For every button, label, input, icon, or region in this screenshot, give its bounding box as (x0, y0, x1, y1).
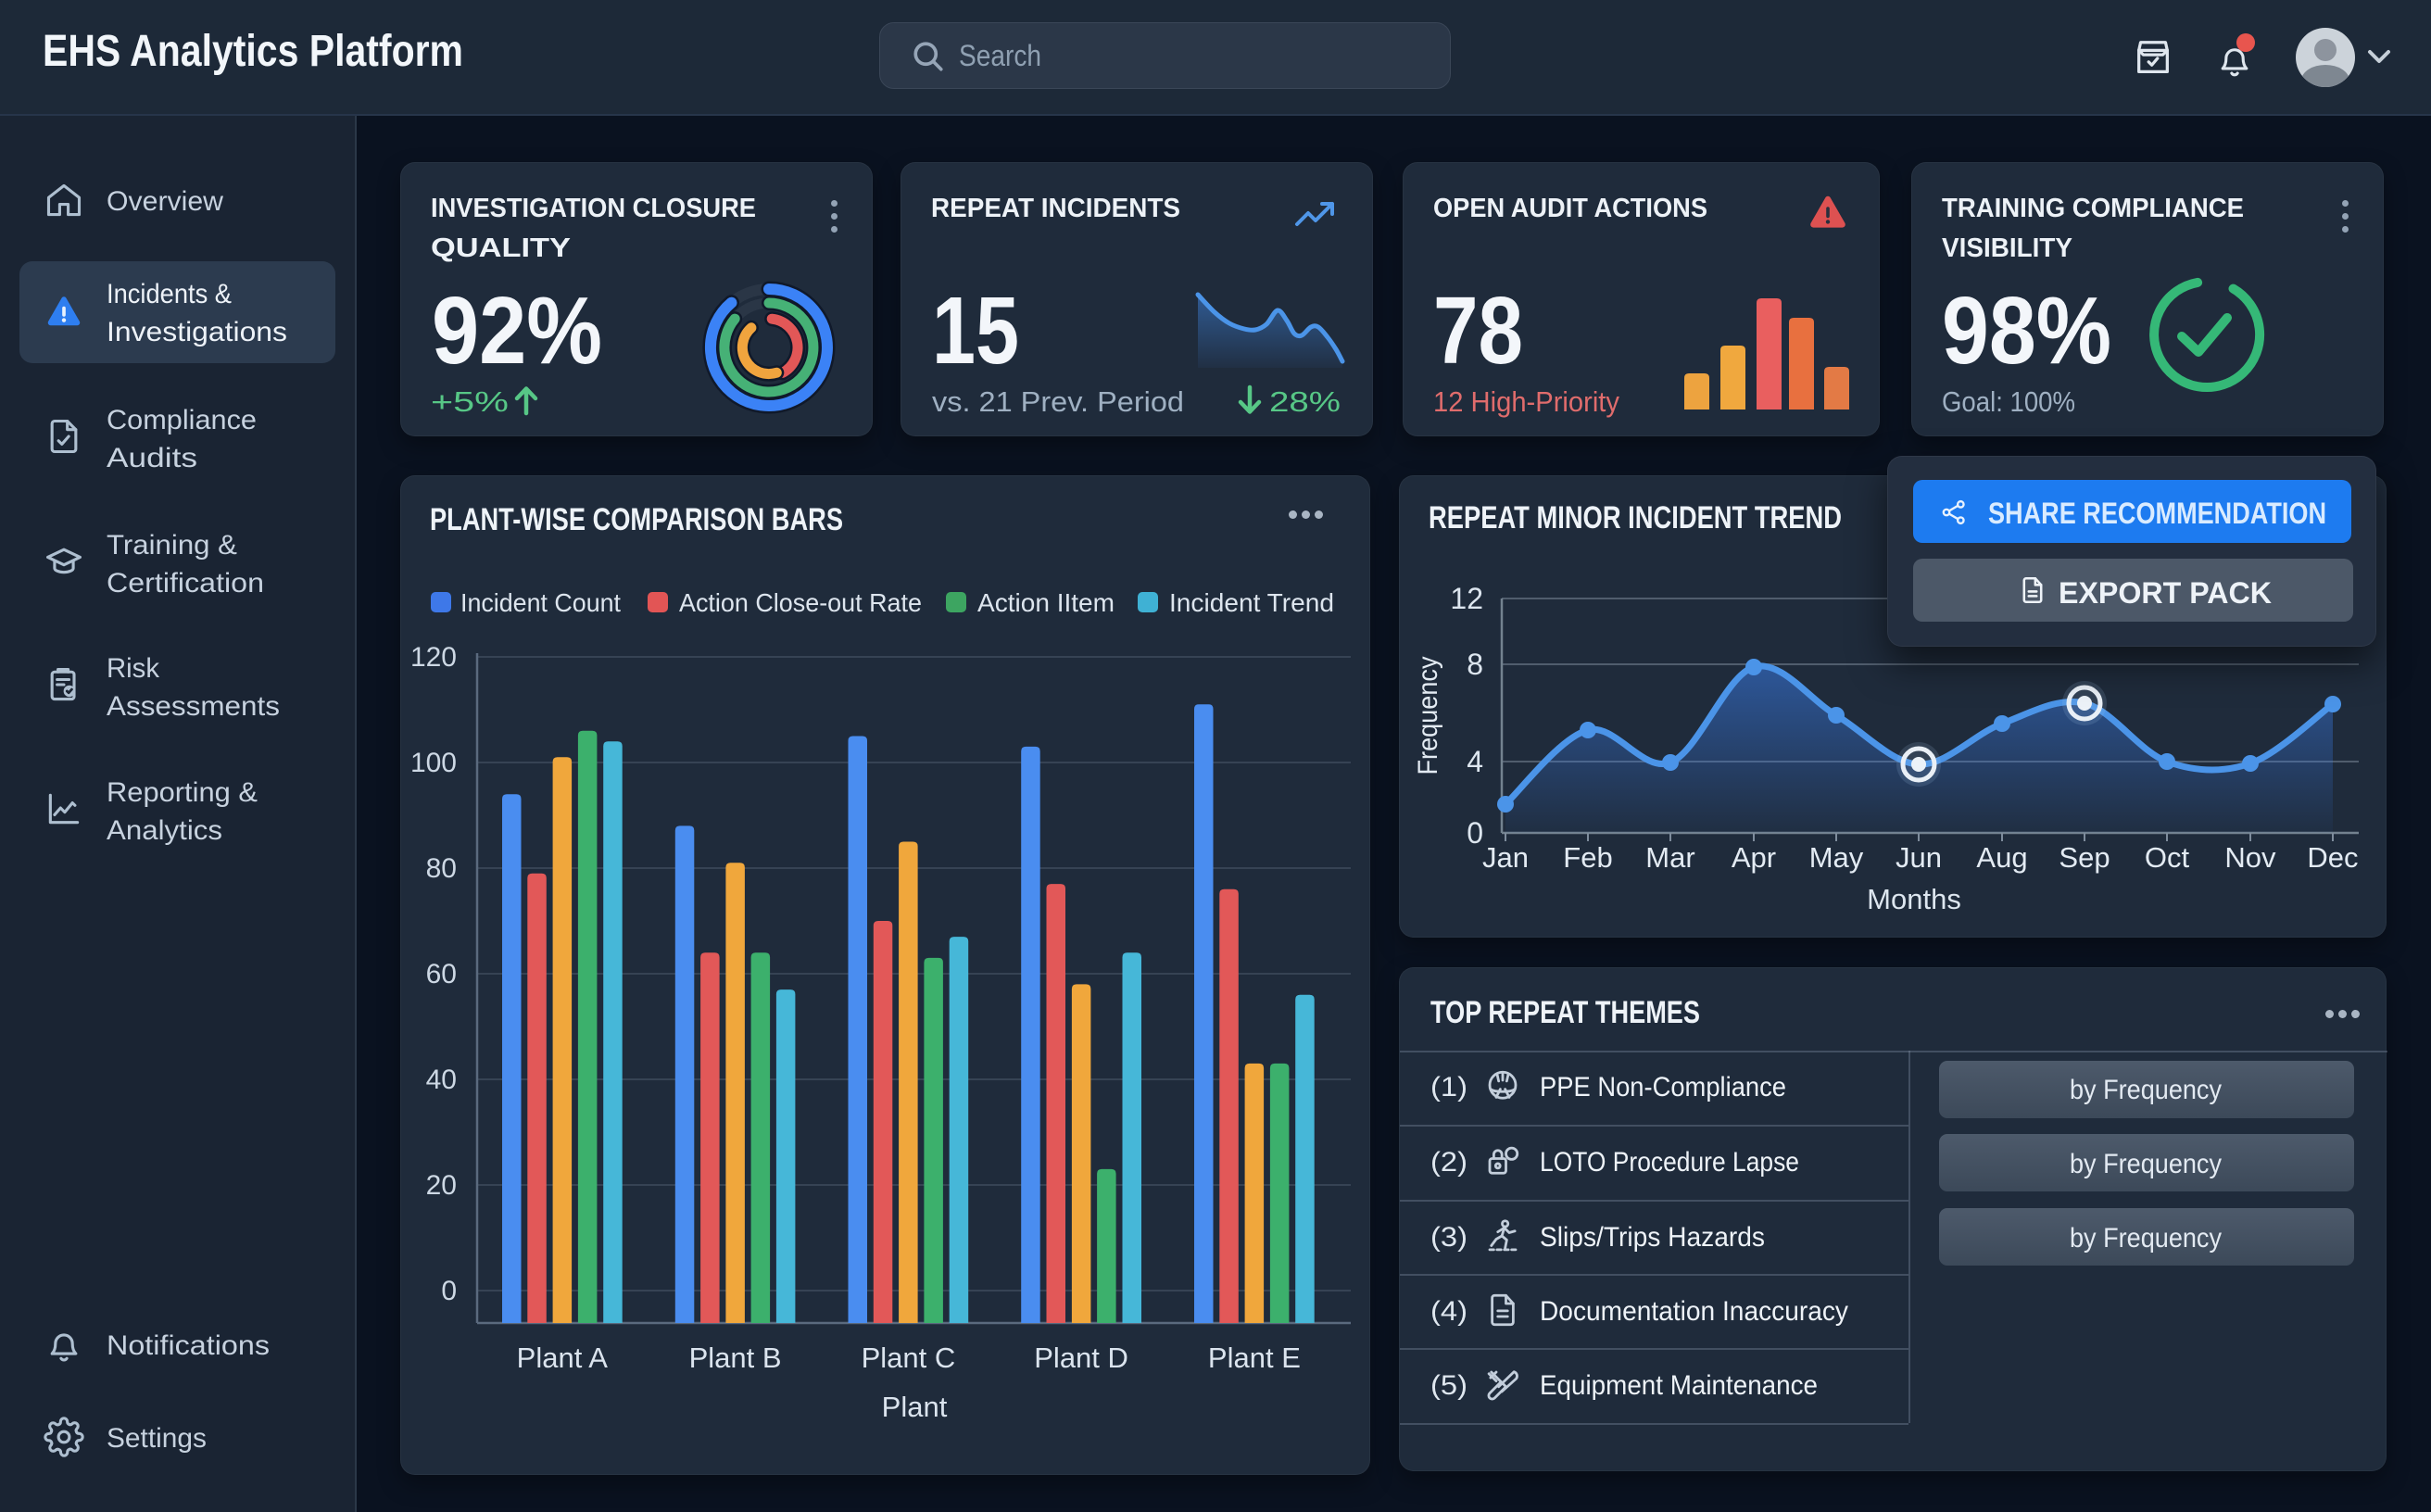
svg-text:Plant D: Plant D (1034, 1342, 1128, 1374)
svg-text:80: 80 (426, 853, 457, 884)
svg-text:0: 0 (441, 1276, 457, 1306)
svg-text:40: 40 (426, 1065, 457, 1095)
svg-text:Plant B: Plant B (689, 1342, 782, 1374)
svg-text:Months: Months (1867, 883, 1961, 915)
svg-text:Aug: Aug (1976, 841, 2027, 874)
svg-text:Apr: Apr (1732, 841, 1776, 874)
svg-text:Sep: Sep (2059, 841, 2110, 874)
svg-text:12: 12 (1450, 582, 1483, 615)
svg-text:Jan: Jan (1482, 841, 1529, 874)
svg-text:Nov: Nov (2224, 841, 2276, 874)
svg-text:100: 100 (410, 748, 457, 778)
svg-text:May: May (1809, 841, 1864, 874)
svg-text:Jun: Jun (1896, 841, 1942, 874)
svg-text:Plant A: Plant A (517, 1342, 609, 1374)
svg-text:Oct: Oct (2145, 841, 2190, 874)
svg-text:Dec: Dec (2307, 841, 2358, 874)
svg-text:Plant: Plant (882, 1391, 948, 1423)
svg-text:Frequency: Frequency (1413, 657, 1443, 775)
svg-text:Plant E: Plant E (1208, 1342, 1301, 1374)
svg-text:Plant C: Plant C (862, 1342, 956, 1374)
svg-text:8: 8 (1467, 648, 1483, 681)
svg-text:4: 4 (1467, 745, 1483, 778)
svg-text:120: 120 (410, 642, 457, 673)
svg-text:Mar: Mar (1645, 841, 1694, 874)
svg-text:20: 20 (426, 1170, 457, 1201)
svg-text:Feb: Feb (1563, 841, 1612, 874)
svg-text:60: 60 (426, 959, 457, 989)
svg-text:0: 0 (1467, 816, 1483, 850)
